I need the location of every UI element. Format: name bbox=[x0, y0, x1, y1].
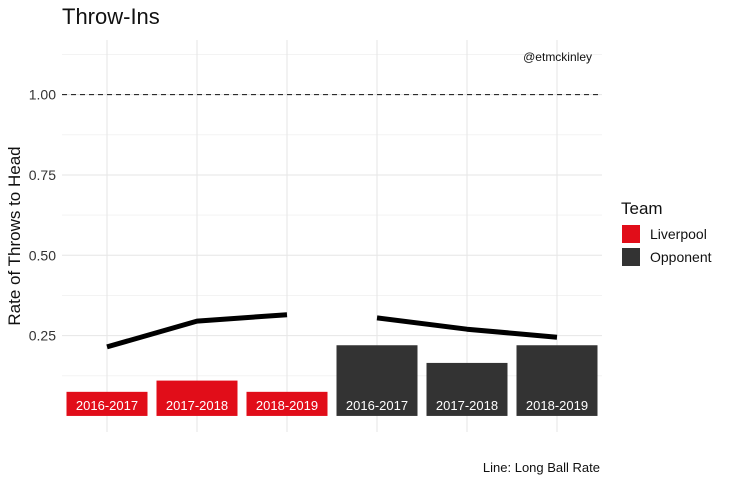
bar-label: 2017-2018 bbox=[436, 398, 498, 413]
bar-liverpool-2016-2017 bbox=[66, 391, 148, 416]
legend-title: Team bbox=[621, 199, 663, 218]
legend-entries: Liverpool Opponent bbox=[622, 225, 712, 266]
y-tick-label: 0.25 bbox=[29, 328, 56, 344]
bar-label: 2017-2018 bbox=[166, 398, 228, 413]
bar-label: 2016-2017 bbox=[76, 398, 138, 413]
author-annotation: @etmckinley bbox=[523, 50, 592, 64]
chart-title: Throw-Ins bbox=[62, 4, 160, 29]
long-ball-lines bbox=[106, 312, 558, 350]
bar-liverpool-2018-2019 bbox=[246, 391, 328, 416]
long-ball-line-opponent bbox=[376, 315, 558, 340]
y-axis-label: Rate of Throws to Head bbox=[5, 146, 24, 325]
legend-key-opponent bbox=[622, 248, 640, 266]
legend-key-liverpool bbox=[622, 225, 640, 243]
bar-opponent-2018-2019 bbox=[516, 345, 598, 416]
y-tick-label: 0.50 bbox=[29, 247, 56, 263]
bar-label: 2018-2019 bbox=[526, 398, 588, 413]
legend-label-liverpool: Liverpool bbox=[650, 226, 707, 242]
bar-opponent-2017-2018 bbox=[426, 362, 508, 416]
chart-caption: Line: Long Ball Rate bbox=[483, 460, 600, 475]
bar-label: 2018-2019 bbox=[256, 398, 318, 413]
bar-liverpool-2017-2018 bbox=[156, 380, 238, 416]
bar-opponent-2016-2017 bbox=[336, 345, 418, 416]
long-ball-line-liverpool bbox=[106, 312, 288, 350]
bar-label: 2016-2017 bbox=[346, 398, 408, 413]
y-tick-labels: 0.25 0.50 0.75 1.00 bbox=[29, 87, 56, 344]
legend: Team Liverpool Opponent bbox=[621, 199, 712, 266]
bars: 2016-2017 2017-2018 2018-2019 2016-2017 2017… bbox=[66, 345, 598, 416]
y-tick-label: 1.00 bbox=[29, 87, 56, 103]
legend-label-opponent: Opponent bbox=[650, 249, 712, 265]
y-tick-label: 0.75 bbox=[29, 167, 56, 183]
